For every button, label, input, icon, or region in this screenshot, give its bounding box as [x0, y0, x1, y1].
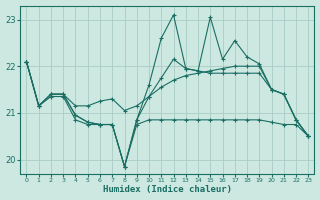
X-axis label: Humidex (Indice chaleur): Humidex (Indice chaleur): [103, 185, 232, 194]
